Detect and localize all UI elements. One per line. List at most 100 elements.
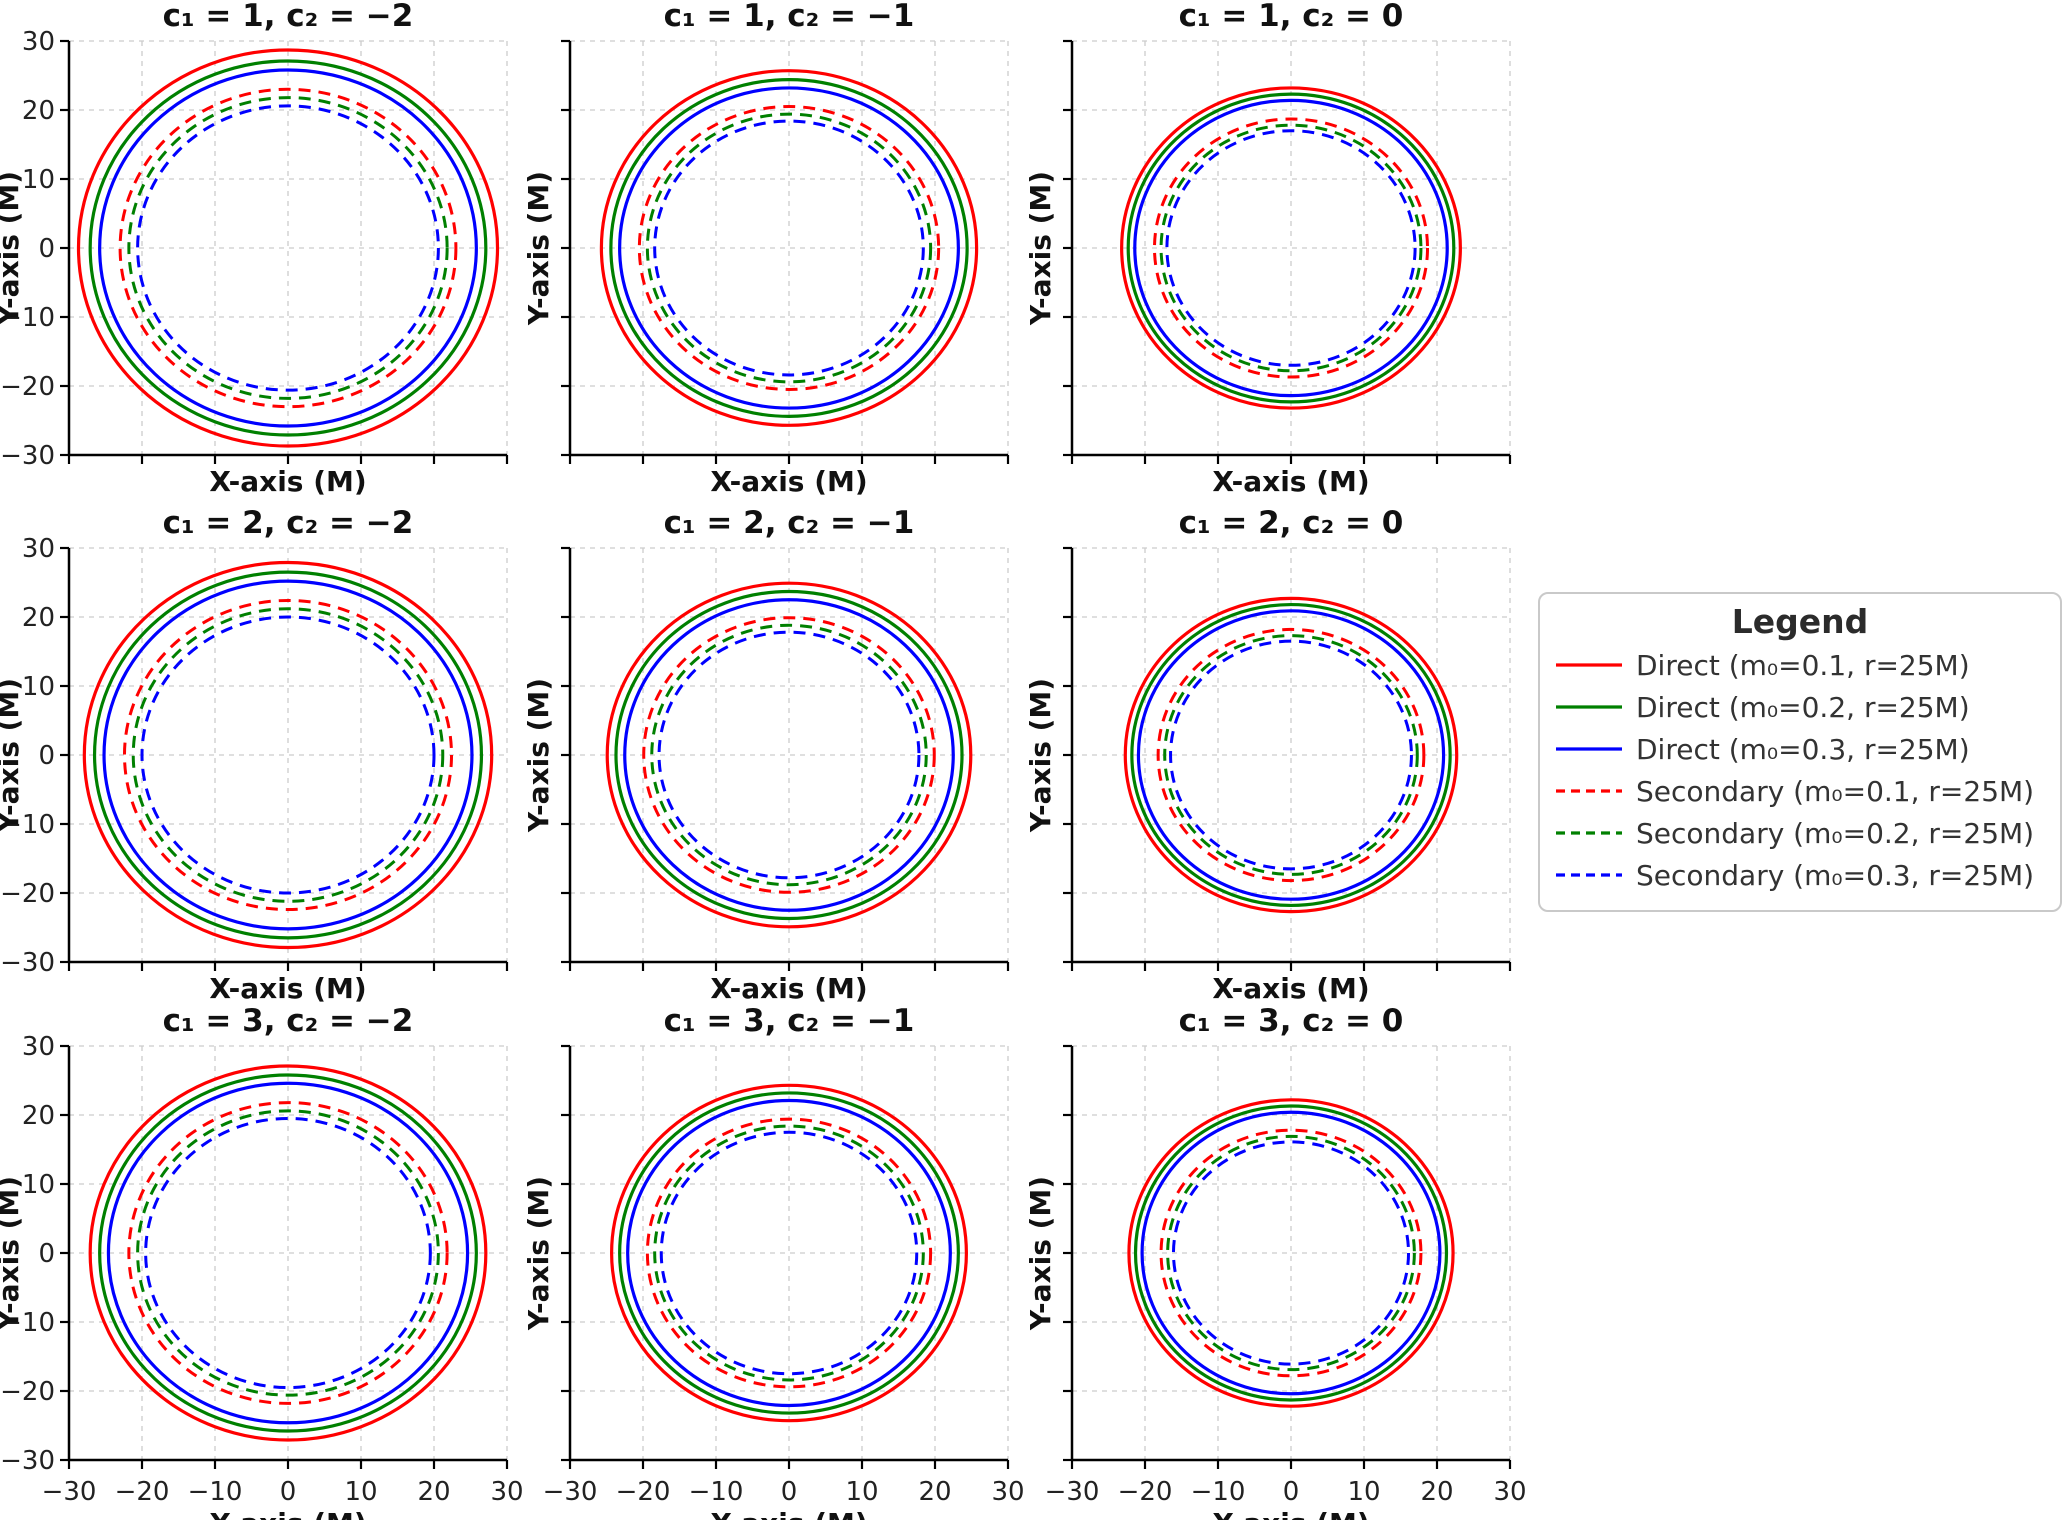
x-tick-label: −30 bbox=[543, 1477, 598, 1507]
x-tick-label: −20 bbox=[616, 1477, 671, 1507]
x-axis-label: X-axis (M) bbox=[1212, 1507, 1369, 1520]
x-axis-label: X-axis (M) bbox=[1212, 972, 1369, 1005]
x-tick-label: 0 bbox=[781, 1477, 798, 1507]
series-direct-circle bbox=[618, 1091, 960, 1415]
series-direct-circle bbox=[88, 1064, 488, 1442]
series-secondary-circle bbox=[650, 623, 928, 887]
plot-title: c₁ = 3, c₂ = 0 bbox=[1179, 1003, 1404, 1039]
series-secondary-circle bbox=[657, 630, 921, 880]
series-secondary-circle bbox=[1156, 627, 1426, 883]
x-axis-label: X-axis (M) bbox=[209, 465, 366, 498]
y-tick-label: −20 bbox=[0, 879, 55, 909]
series-secondary-circle bbox=[1163, 634, 1419, 876]
subplot-canvas: −30 −20 −10 0 10 20 30 c₁ = 2, c₂ = −2 X-axis (M… bbox=[0, 505, 509, 1005]
series-secondary-circle bbox=[127, 96, 449, 400]
y-tick-label: −30 bbox=[0, 948, 55, 978]
y-tick-label: −10 bbox=[0, 1308, 55, 1338]
series-secondary-circle bbox=[645, 1117, 933, 1389]
y-tick-label: −10 bbox=[0, 810, 55, 840]
x-tick-label: 0 bbox=[1283, 1477, 1300, 1507]
y-axis-label: Y-axis (M) bbox=[522, 1176, 555, 1331]
y-tick-label: 30 bbox=[22, 1032, 55, 1062]
series-secondary-circle bbox=[653, 1124, 925, 1382]
series-direct-circle bbox=[106, 1081, 470, 1425]
series-direct-circle bbox=[614, 589, 964, 921]
series-direct-circle bbox=[626, 1098, 952, 1408]
series-secondary-circle bbox=[127, 1101, 449, 1405]
y-tick-label: 20 bbox=[22, 1101, 55, 1131]
y-axis-label: Y-axis (M) bbox=[0, 678, 25, 833]
y-tick-label: 10 bbox=[22, 1170, 55, 1200]
y-tick-label: 30 bbox=[22, 534, 55, 564]
y-axis-label: Y-axis (M) bbox=[0, 1176, 25, 1331]
y-tick-label: −20 bbox=[0, 372, 55, 402]
legend-entry-label: Direct (m₀=0.2, r=25M) bbox=[1636, 690, 1970, 724]
y-tick-label: −30 bbox=[0, 441, 55, 471]
series-secondary-circle bbox=[1159, 123, 1423, 373]
series-secondary-circle bbox=[659, 1130, 919, 1376]
legend-entry: Secondary (m₀=0.1, r=25M) bbox=[1540, 770, 2060, 812]
legend-line-sample-dashed bbox=[1556, 789, 1622, 793]
series-secondary-circle bbox=[1166, 1134, 1416, 1372]
y-tick-label: 30 bbox=[22, 27, 55, 57]
legend-entry: Secondary (m₀=0.2, r=25M) bbox=[1540, 812, 2060, 854]
series-direct-circle bbox=[1133, 1104, 1449, 1402]
x-axis-label: X-axis (M) bbox=[710, 465, 867, 498]
plot-title: c₁ = 1, c₂ = −1 bbox=[664, 0, 915, 34]
subplot-c1-3-c2--2: −30 −20 −10 0 10 20 30 −30 −20 −10 0 10 20 30 c₁ = 3, … bbox=[0, 1003, 560, 1520]
series-secondary-circle bbox=[136, 1109, 440, 1397]
legend-line-sample-solid bbox=[1556, 705, 1622, 709]
legend-entry-label: Direct (m₀=0.1, r=25M) bbox=[1636, 648, 1970, 682]
series-direct-circle bbox=[92, 570, 484, 940]
x-tick-label: −10 bbox=[188, 1477, 243, 1507]
series-direct-circle bbox=[1123, 596, 1459, 914]
series-secondary-circle bbox=[144, 1116, 432, 1390]
y-tick-label: −30 bbox=[0, 1446, 55, 1476]
subplot-canvas: −30 −20 −10 0 10 20 30 c₁ = 1, c₂ = −2 X-axis (M… bbox=[0, 0, 509, 498]
plot-title: c₁ = 2, c₂ = −1 bbox=[664, 505, 915, 541]
subplot-canvas: −30 −20 −10 0 10 20 30 c₁ = 3, c₂ = −1 X-axis (M… bbox=[522, 1003, 1025, 1520]
series-secondary-circle bbox=[1152, 117, 1430, 379]
series-direct-circle bbox=[88, 59, 488, 437]
legend-line-sample-solid bbox=[1556, 663, 1622, 667]
series-direct-circle bbox=[609, 78, 969, 418]
legend-entry: Direct (m₀=0.2, r=25M) bbox=[1540, 686, 2060, 728]
x-tick-label: 30 bbox=[490, 1477, 523, 1507]
series-direct-circle bbox=[102, 579, 474, 931]
series-direct-circle bbox=[82, 560, 494, 950]
series-secondary-circle bbox=[118, 87, 458, 409]
plot-title: c₁ = 2, c₂ = 0 bbox=[1179, 505, 1404, 541]
y-tick-label: 0 bbox=[38, 741, 55, 771]
series-secondary-circle bbox=[642, 616, 936, 894]
subplot-c1-2-c2--2: −30 −20 −10 0 10 20 30 c₁ = 2, c₂ = −2 X-axis (M… bbox=[0, 505, 560, 1052]
subplot-c1-1-c2-0: c₁ = 1, c₂ = 0 X-axis (M) Y-axis (M) bbox=[1003, 0, 1563, 545]
legend-line-sample-dashed bbox=[1556, 831, 1622, 835]
series-secondary-circle bbox=[645, 112, 933, 384]
x-tick-label: 20 bbox=[918, 1477, 951, 1507]
x-tick-label: −10 bbox=[689, 1477, 744, 1507]
y-tick-label: 10 bbox=[22, 165, 55, 195]
plot-title: c₁ = 3, c₂ = −2 bbox=[163, 1003, 414, 1039]
plot-title: c₁ = 1, c₂ = 0 bbox=[1179, 0, 1404, 34]
subplot-canvas: −30 −20 −10 0 10 20 30 c₁ = 3, c₂ = 0 X-axis (M)… bbox=[1024, 1003, 1527, 1520]
x-axis-label: X-axis (M) bbox=[209, 1507, 366, 1520]
subplot-c1-3-c2--1: −30 −20 −10 0 10 20 30 c₁ = 3, c₂ = −1 X-axis (M… bbox=[501, 1003, 1061, 1520]
y-axis-label: Y-axis (M) bbox=[522, 678, 555, 833]
y-axis-label: Y-axis (M) bbox=[522, 171, 555, 326]
y-tick-label: 20 bbox=[22, 96, 55, 126]
series-direct-circle bbox=[1127, 1098, 1455, 1408]
subplot-c1-1-c2--1: c₁ = 1, c₂ = −1 X-axis (M) Y-axis (M) bbox=[501, 0, 1061, 545]
series-direct-circle bbox=[618, 86, 960, 410]
y-tick-label: −10 bbox=[0, 303, 55, 333]
y-tick-label: 20 bbox=[22, 603, 55, 633]
plot-title: c₁ = 1, c₂ = −2 bbox=[163, 0, 414, 34]
subplot-c1-3-c2-0: −30 −20 −10 0 10 20 30 c₁ = 3, c₂ = 0 X-axis (M)… bbox=[1003, 1003, 1563, 1520]
y-tick-label: −20 bbox=[0, 1377, 55, 1407]
x-tick-label: 20 bbox=[1420, 1477, 1453, 1507]
y-axis-label: Y-axis (M) bbox=[1024, 678, 1057, 833]
plot-title: c₁ = 3, c₂ = −1 bbox=[664, 1003, 915, 1039]
legend-entries: Direct (m₀=0.1, r=25M) Direct (m₀=0.2, r=… bbox=[1540, 644, 2060, 896]
x-tick-label: 20 bbox=[417, 1477, 450, 1507]
y-tick-label: 0 bbox=[38, 234, 55, 264]
series-direct-circle bbox=[1133, 98, 1449, 398]
